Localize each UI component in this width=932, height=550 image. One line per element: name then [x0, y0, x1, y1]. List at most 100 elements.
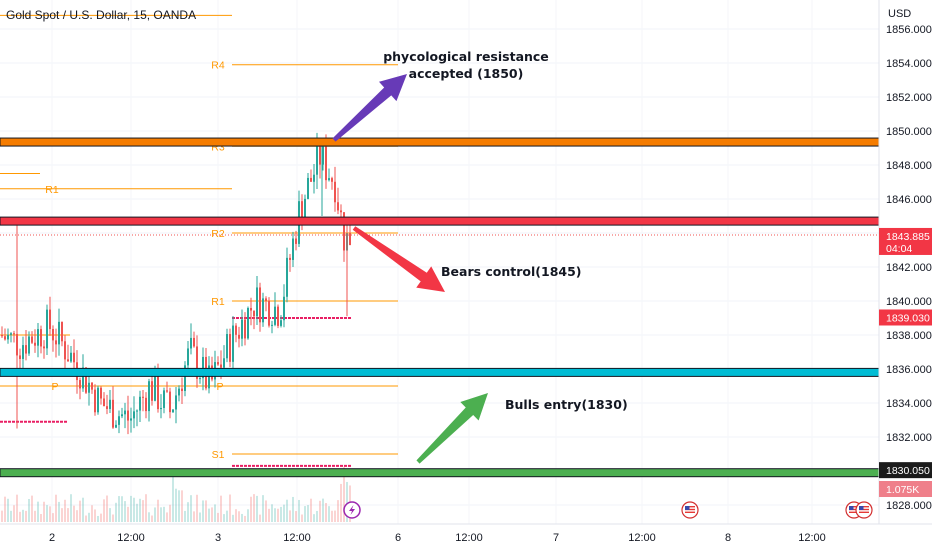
candle-body[interactable]	[109, 399, 111, 409]
candle-body[interactable]	[22, 345, 24, 359]
candle-body[interactable]	[154, 373, 156, 401]
candle-body[interactable]	[328, 178, 330, 181]
candle-body[interactable]	[256, 287, 258, 317]
candle-body[interactable]	[175, 395, 177, 410]
candle-body[interactable]	[349, 233, 351, 246]
candle-body[interactable]	[37, 329, 39, 346]
lightning-icon[interactable]	[343, 501, 361, 519]
candle-body[interactable]	[340, 210, 342, 213]
candle-body[interactable]	[283, 296, 285, 321]
candle-body[interactable]	[292, 238, 294, 260]
bears-arrow[interactable]	[352, 226, 445, 292]
candle-body[interactable]	[334, 181, 336, 203]
candle-body[interactable]	[163, 390, 165, 408]
candle-body[interactable]	[157, 373, 159, 410]
candle-body[interactable]	[184, 365, 186, 392]
candle-body[interactable]	[4, 336, 6, 340]
candle-body[interactable]	[10, 333, 12, 335]
candle-body[interactable]	[253, 310, 255, 317]
candle-body[interactable]	[40, 329, 42, 347]
candle-body[interactable]	[91, 382, 93, 390]
candle-body[interactable]	[202, 356, 204, 379]
candle-body[interactable]	[244, 319, 246, 339]
candle-body[interactable]	[286, 257, 288, 297]
candle-body[interactable]	[343, 212, 345, 251]
candle-body[interactable]	[259, 287, 261, 323]
us-flag-icon[interactable]	[845, 501, 863, 519]
candle-body[interactable]	[73, 352, 75, 363]
candle-body[interactable]	[316, 145, 318, 175]
candle-body[interactable]	[55, 340, 57, 345]
candle-body[interactable]	[250, 308, 252, 311]
candle-body[interactable]	[46, 309, 48, 349]
candle-body[interactable]	[190, 337, 192, 349]
candle-body[interactable]	[271, 324, 273, 326]
candle-body[interactable]	[217, 362, 219, 365]
candle-body[interactable]	[106, 406, 108, 409]
candle-body[interactable]	[133, 411, 135, 419]
candle-body[interactable]	[13, 333, 15, 335]
candle-body[interactable]	[262, 298, 264, 323]
candle-body[interactable]	[169, 391, 171, 413]
annotation-arrows[interactable]	[332, 74, 488, 464]
candle-body[interactable]	[277, 306, 279, 326]
resistance-zone[interactable]	[0, 137, 880, 147]
bulls-arrow[interactable]	[416, 393, 488, 464]
resistance-arrow[interactable]	[332, 74, 407, 142]
candle-body[interactable]	[85, 367, 87, 393]
candle-body[interactable]	[28, 336, 30, 354]
candle-body[interactable]	[25, 345, 27, 354]
support-zone[interactable]	[0, 468, 880, 478]
candle-body[interactable]	[127, 410, 129, 421]
candle-body[interactable]	[139, 396, 141, 411]
bulls-zone[interactable]	[0, 367, 880, 377]
candle-body[interactable]	[82, 367, 84, 389]
candle-body[interactable]	[289, 257, 291, 260]
candle-body[interactable]	[166, 390, 168, 392]
candle-body[interactable]	[124, 410, 126, 415]
candle-body[interactable]	[241, 319, 243, 339]
candle-body[interactable]	[193, 337, 195, 347]
candle-body[interactable]	[115, 424, 117, 428]
candle-body[interactable]	[151, 381, 153, 401]
candle-body[interactable]	[88, 382, 90, 393]
candle-body[interactable]	[130, 418, 132, 421]
candle-body[interactable]	[232, 325, 234, 362]
candle-body[interactable]	[196, 346, 198, 379]
candle-body[interactable]	[229, 334, 231, 362]
candle-body[interactable]	[238, 334, 240, 339]
candle-body[interactable]	[319, 145, 321, 165]
candle-body[interactable]	[118, 416, 120, 425]
candle-body[interactable]	[61, 321, 63, 342]
candle-body[interactable]	[136, 410, 138, 412]
candle-body[interactable]	[220, 364, 222, 368]
bears-zone[interactable]	[0, 216, 880, 226]
candle-body[interactable]	[49, 309, 51, 329]
candle-body[interactable]	[181, 388, 183, 392]
candle-body[interactable]	[64, 341, 66, 360]
candle-body[interactable]	[268, 300, 270, 326]
candle-body[interactable]	[121, 414, 123, 417]
candle-body[interactable]	[187, 348, 189, 366]
candle-body[interactable]	[145, 397, 147, 412]
candle-body[interactable]	[331, 178, 333, 182]
candle-body[interactable]	[7, 334, 9, 340]
candle-body[interactable]	[337, 202, 339, 211]
candle-body[interactable]	[223, 358, 225, 368]
candle-body[interactable]	[301, 201, 303, 219]
candle-body[interactable]	[79, 380, 81, 389]
candle-body[interactable]	[58, 321, 60, 345]
candle-body[interactable]	[295, 238, 297, 244]
time-axis[interactable]: 2 12:00 3 12:00 6 12:00 7 12:00 8 12:00	[0, 523, 932, 544]
candle-body[interactable]	[235, 325, 237, 335]
candle-body[interactable]	[304, 198, 306, 219]
candle-body[interactable]	[52, 328, 54, 341]
candle-body[interactable]	[160, 407, 162, 410]
candle-body[interactable]	[313, 174, 315, 182]
candle-body[interactable]	[67, 359, 69, 362]
candle-body[interactable]	[280, 320, 282, 326]
candle-body[interactable]	[265, 298, 267, 301]
us-flag-icon[interactable]	[681, 501, 699, 519]
candles[interactable]	[1, 132, 351, 435]
